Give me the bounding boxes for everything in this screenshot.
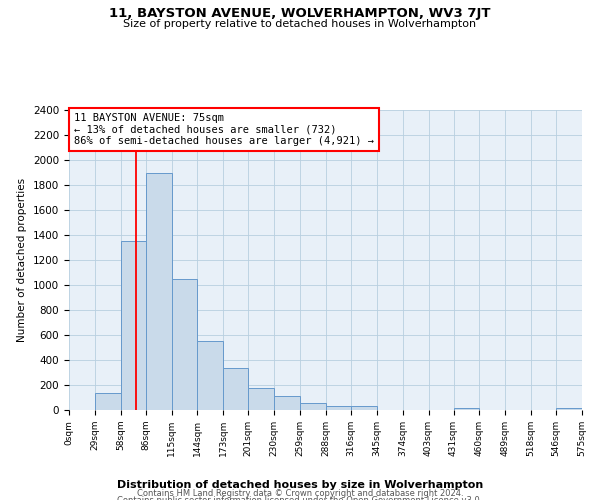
Bar	[454, 408, 479, 410]
Bar	[197, 341, 223, 410]
Bar	[274, 396, 300, 410]
Bar	[556, 408, 582, 410]
Y-axis label: Number of detached properties: Number of detached properties	[17, 178, 28, 342]
Text: Distribution of detached houses by size in Wolverhampton: Distribution of detached houses by size …	[117, 480, 483, 490]
Text: Contains HM Land Registry data © Crown copyright and database right 2024.: Contains HM Land Registry data © Crown c…	[137, 488, 463, 498]
Bar	[248, 388, 274, 410]
Bar	[326, 406, 351, 410]
Bar	[172, 279, 197, 410]
Text: 11 BAYSTON AVENUE: 75sqm
← 13% of detached houses are smaller (732)
86% of semi-: 11 BAYSTON AVENUE: 75sqm ← 13% of detach…	[74, 113, 374, 146]
Bar	[300, 402, 326, 410]
Bar	[351, 406, 377, 410]
Text: 11, BAYSTON AVENUE, WOLVERHAMPTON, WV3 7JT: 11, BAYSTON AVENUE, WOLVERHAMPTON, WV3 7…	[109, 8, 491, 20]
Bar	[95, 393, 121, 410]
Bar	[146, 172, 172, 410]
Bar	[121, 242, 146, 410]
Text: Contains public sector information licensed under the Open Government Licence v3: Contains public sector information licen…	[118, 496, 482, 500]
Text: Size of property relative to detached houses in Wolverhampton: Size of property relative to detached ho…	[124, 19, 476, 29]
Bar	[223, 368, 248, 410]
